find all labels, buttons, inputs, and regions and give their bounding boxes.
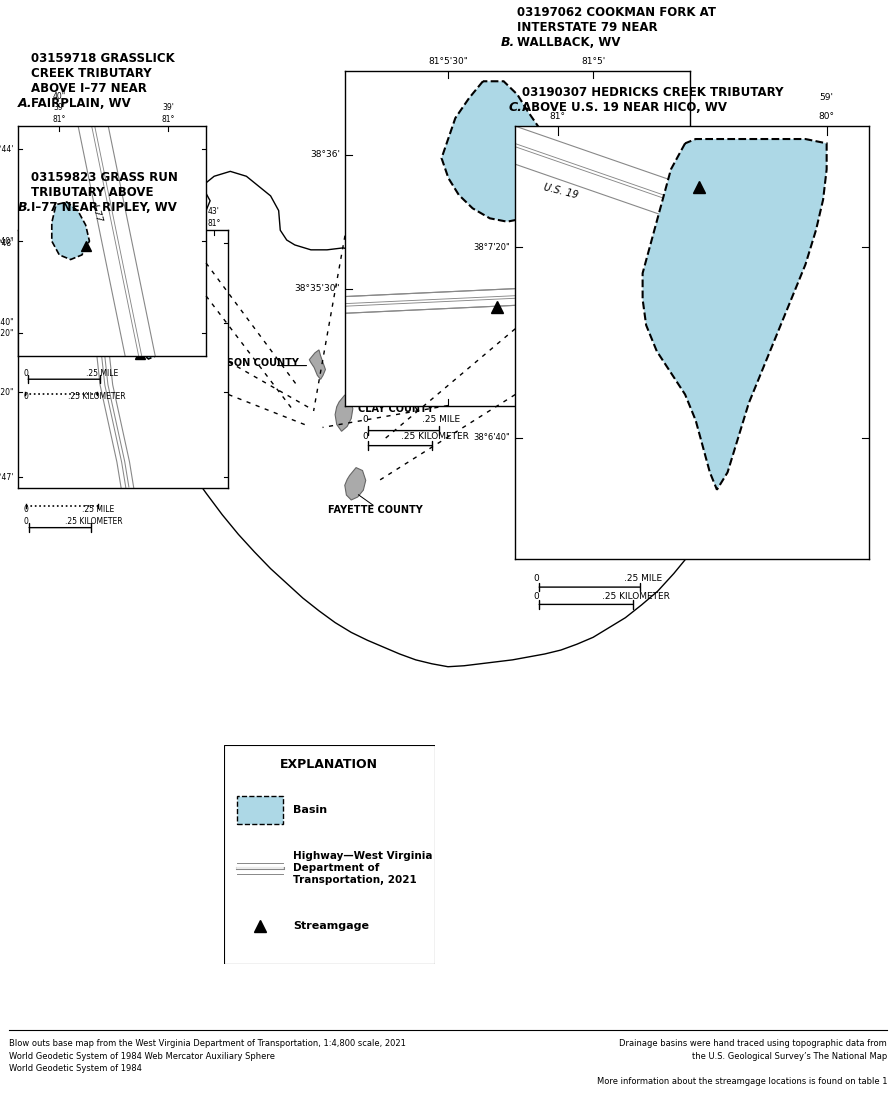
- Text: 38°47'40": 38°47'40": [0, 318, 13, 328]
- Text: .25 KILOMETER: .25 KILOMETER: [601, 592, 669, 602]
- Text: 38°36': 38°36': [310, 150, 340, 159]
- Text: 40": 40": [53, 92, 66, 101]
- Polygon shape: [642, 139, 827, 490]
- Text: C.: C.: [509, 101, 522, 114]
- Polygon shape: [442, 81, 559, 221]
- Text: 81°: 81°: [53, 115, 66, 124]
- Text: 39': 39': [54, 103, 65, 112]
- Text: Streamgage: Streamgage: [294, 921, 369, 932]
- Text: Basin: Basin: [294, 804, 328, 815]
- Text: 38°47': 38°47': [0, 472, 13, 482]
- Polygon shape: [309, 350, 325, 379]
- Text: 38°44': 38°44': [0, 145, 14, 153]
- Text: 38°43'20": 38°43'20": [0, 329, 14, 338]
- Text: 03190307 HEDRICKS CREEK TRIBUTARY
ABOVE U.S. 19 NEAR HICO, WV: 03190307 HEDRICKS CREEK TRIBUTARY ABOVE …: [522, 85, 784, 114]
- Text: EXPLANATION: EXPLANATION: [280, 758, 378, 772]
- Text: 59': 59': [820, 93, 833, 102]
- Text: .25 MILE: .25 MILE: [87, 368, 118, 378]
- Text: 40": 40": [134, 195, 147, 204]
- Text: .25 KILOMETER: .25 KILOMETER: [65, 517, 123, 526]
- Text: 38°6'40": 38°6'40": [473, 433, 510, 443]
- Text: 03159718 GRASSLICK
CREEK TRIBUTARY
ABOVE I–77 NEAR
FAIRPLAIN, WV: 03159718 GRASSLICK CREEK TRIBUTARY ABOVE…: [31, 52, 175, 110]
- Text: WEST VIRGINIA: WEST VIRGINIA: [504, 351, 634, 365]
- Text: 80°: 80°: [819, 112, 835, 121]
- Text: .25 MILE: .25 MILE: [624, 573, 661, 583]
- Text: 43': 43': [134, 207, 146, 216]
- Text: 03197062 COOKMAN FORK AT
INTERSTATE 79 NEAR
WALLBACK, WV: 03197062 COOKMAN FORK AT INTERSTATE 79 N…: [517, 7, 716, 49]
- Text: Blow outs base map from the West Virginia Department of Transportation, 1:4,800 : Blow outs base map from the West Virgini…: [9, 1039, 406, 1073]
- Text: 44': 44': [50, 207, 62, 216]
- Text: Highway—West Virginia
Department of
Transportation, 2021: Highway—West Virginia Department of Tran…: [294, 850, 433, 886]
- Text: .25 KILOMETER: .25 KILOMETER: [68, 391, 125, 401]
- Text: .25 MILE: .25 MILE: [82, 505, 114, 514]
- Text: B.: B.: [501, 36, 515, 49]
- Text: FAYETTE COUNTY: FAYETTE COUNTY: [328, 505, 423, 515]
- Text: JACKSON COUNTY: JACKSON COUNTY: [202, 357, 299, 367]
- Text: 0: 0: [23, 391, 28, 401]
- Polygon shape: [345, 468, 366, 500]
- Text: 0: 0: [533, 592, 539, 602]
- Polygon shape: [130, 151, 754, 666]
- Text: A.: A.: [18, 96, 32, 110]
- Text: 81°5': 81°5': [582, 57, 606, 66]
- Text: 38°35'30": 38°35'30": [294, 284, 340, 293]
- Text: 81°: 81°: [162, 115, 175, 124]
- Text: 0: 0: [533, 573, 539, 583]
- Text: .25 KILOMETER: .25 KILOMETER: [401, 432, 469, 441]
- Text: 0: 0: [24, 505, 29, 514]
- Text: 0: 0: [23, 368, 28, 378]
- Text: I–77: I–77: [90, 204, 104, 224]
- Text: 39': 39': [162, 103, 175, 112]
- Polygon shape: [132, 297, 169, 359]
- Text: 38°43'40": 38°43'40": [0, 237, 14, 246]
- Text: I–79: I–79: [628, 262, 648, 272]
- Text: 38°7'20": 38°7'20": [473, 242, 510, 252]
- Text: 81°: 81°: [49, 218, 63, 228]
- Polygon shape: [335, 395, 353, 432]
- Text: 0: 0: [363, 432, 368, 441]
- Text: CLAY COUNTY: CLAY COUNTY: [358, 403, 434, 413]
- Text: I–77: I–77: [68, 310, 82, 331]
- Polygon shape: [52, 202, 90, 260]
- Text: U.S. 19: U.S. 19: [543, 182, 580, 201]
- Text: 20": 20": [49, 195, 63, 204]
- Text: 0: 0: [363, 415, 368, 424]
- Text: 81°: 81°: [134, 218, 147, 228]
- Text: 43': 43': [208, 207, 220, 216]
- FancyBboxPatch shape: [237, 796, 283, 824]
- Text: 0: 0: [24, 517, 29, 526]
- Text: 81°: 81°: [207, 218, 220, 228]
- Text: .25 MILE: .25 MILE: [423, 415, 461, 424]
- Text: 38°48': 38°48': [0, 239, 13, 248]
- Text: B.: B.: [18, 201, 32, 214]
- Text: Drainage basins were hand traced using topographic data from
the U.S. Geological: Drainage basins were hand traced using t…: [597, 1039, 887, 1085]
- Text: 03159823 GRASS RUN
TRIBUTARY ABOVE
I–77 NEAR RIPLEY, WV: 03159823 GRASS RUN TRIBUTARY ABOVE I–77 …: [31, 171, 178, 214]
- Text: 38°47'20": 38°47'20": [0, 388, 13, 397]
- Text: 81°: 81°: [549, 112, 565, 121]
- Text: 81°5'30": 81°5'30": [428, 57, 469, 66]
